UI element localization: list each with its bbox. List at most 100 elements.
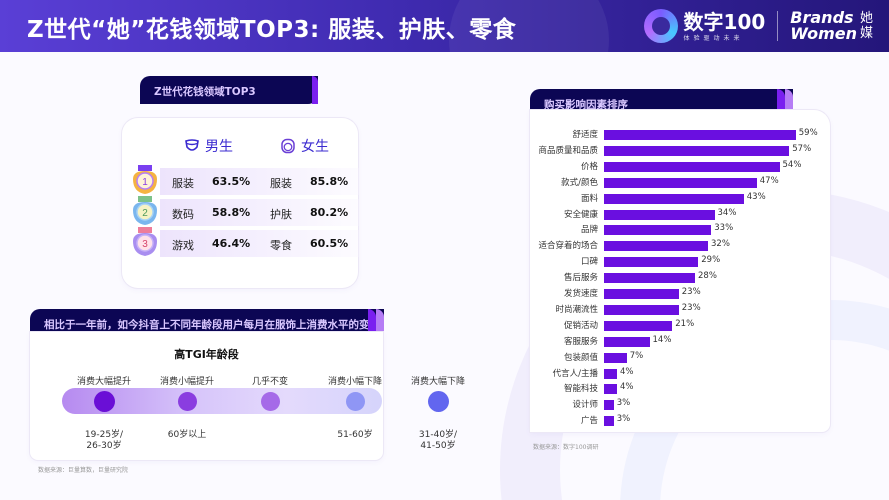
bar	[604, 177, 757, 188]
female-label: 女生	[301, 139, 329, 155]
bar-row: 代言人/主播 4%	[530, 366, 850, 379]
bar-category-label: 智能科技	[563, 384, 598, 395]
male-value: 63.5%	[212, 175, 251, 188]
tgi-level-label: 消费小幅下降	[327, 377, 382, 387]
bar-value-label: 3%	[616, 398, 631, 409]
male-value: 58.8%	[212, 206, 251, 219]
data-source-note: 数据来源：数字100调研	[533, 444, 599, 451]
top3-card: 男生 女生 1 服装 63.5% 服装 85.8% 2 数码 58.8%	[122, 118, 360, 288]
bar-category-label: 品牌	[580, 225, 598, 236]
top3-row: 1 服装 63.5% 服装 85.8%	[130, 165, 360, 195]
tgi-level-label: 消费小幅提升	[159, 377, 214, 387]
bar-value-label: 54%	[782, 159, 802, 170]
female-value: 60.5%	[310, 237, 349, 250]
shuzi100-logo-icon	[643, 9, 678, 43]
bar-category-label: 广告	[580, 416, 598, 427]
chart-title: 购买影响因素排序	[544, 99, 628, 111]
section-tag-label: Z世代花钱领域TOP3	[154, 86, 256, 98]
bar-category-label: 适合穿着的场合	[538, 241, 598, 252]
top3-row: 3 游戏 46.4% 零食 60.5%	[130, 227, 360, 257]
female-item: 零食	[270, 239, 292, 252]
brand-en-line1: Brands	[790, 8, 854, 27]
bar-value-label: 57%	[792, 143, 812, 154]
bar-row: 客服服务 14%	[530, 334, 850, 347]
female-value: 80.2%	[310, 206, 349, 219]
tgi-age-label: 51-60岁	[337, 430, 373, 440]
tgi-dot-unchanged	[260, 392, 280, 411]
rank-2-medal-icon: 2	[133, 196, 157, 225]
bar-row: 舒适度 59%	[530, 128, 850, 140]
bar-value-label: 14%	[652, 334, 672, 345]
male-header: 男生	[184, 136, 233, 156]
bar-value-label: 4%	[620, 366, 634, 377]
bar-value-label: 33%	[714, 223, 734, 234]
bar-value-label: 4%	[620, 382, 634, 393]
bar	[604, 225, 712, 236]
bar-value-label: 29%	[701, 255, 721, 266]
male-value: 46.4%	[212, 237, 251, 250]
bar-value-label: 3%	[616, 414, 631, 425]
bar-row: 广告 3%	[530, 414, 850, 427]
bar-row: 时尚潮流性 23%	[530, 303, 850, 315]
logo-sub-text: 体验驱动未来	[683, 34, 744, 42]
bar	[604, 289, 679, 299]
bar-row: 智能科技 4%	[530, 382, 850, 395]
bar-value-label: 21%	[675, 318, 695, 329]
tgi-level-label: 消费大幅下降	[410, 377, 465, 387]
male-face-icon	[185, 139, 199, 151]
bar-row: 品牌 33%	[530, 223, 850, 236]
bar-chart: 舒适度 59% 商品质量和品质 57% 价格 54% 款式/颜色 47% 面料 43% 安全健康 34…	[530, 110, 830, 432]
male-item: 服装	[172, 177, 194, 190]
bar	[604, 161, 780, 172]
svg-text:3: 3	[142, 239, 148, 250]
tgi-age-label: 31-40岁/ 41-50岁	[418, 430, 458, 451]
tgi-title: 高TGI年龄段	[174, 348, 239, 361]
tgi-dot-strong-decrease	[427, 391, 449, 412]
bar	[604, 304, 679, 315]
bar	[604, 257, 699, 268]
tgi-card: 高TGI年龄段 消费大幅提升 消费小幅提升 几乎不变 消费小幅下降 消费大幅下降…	[30, 332, 465, 460]
bar-category-label: 价格	[580, 161, 598, 172]
male-item: 数码	[172, 208, 194, 221]
bar-row: 面料 43%	[530, 192, 850, 204]
bar-row: 发货速度 23%	[530, 287, 850, 299]
bar-category-label: 舒适度	[572, 130, 598, 140]
bar-value-label: 28%	[698, 271, 717, 282]
bar-category-label: 时尚潮流性	[555, 304, 598, 315]
bar-category-label: 售后服务	[563, 273, 598, 284]
brand-cn-line2: 媒	[859, 26, 873, 41]
bar-category-label: 面料	[580, 193, 598, 204]
tgi-gradient-track	[62, 388, 382, 414]
tgi-dot-strong-increase	[93, 391, 115, 412]
logo-group: 数字100 体验驱动未来 Brands Women 她 媒	[643, 6, 873, 46]
bar-value-label: 59%	[798, 128, 818, 138]
bar	[604, 320, 673, 331]
bar-row: 适合穿着的场合 32%	[530, 239, 850, 252]
female-item: 护肤	[270, 208, 292, 221]
bar-category-label: 包装颜值	[563, 352, 598, 363]
bar-row: 促销活动 21%	[530, 318, 850, 331]
bar	[604, 273, 695, 284]
bar-row: 款式/颜色 47%	[530, 176, 850, 188]
logo-divider	[777, 11, 779, 41]
rank-3-medal-icon: 3	[133, 227, 157, 256]
bar-value-label: 7%	[629, 350, 644, 361]
logo-main-text: 数字100	[683, 9, 766, 34]
female-value: 85.8%	[310, 175, 349, 188]
brand-en-line2: Women	[790, 24, 857, 43]
svg-text:2: 2	[142, 208, 148, 219]
female-item: 服装	[270, 177, 292, 190]
female-face-icon	[281, 138, 295, 154]
bar-row: 安全健康 34%	[530, 207, 850, 220]
bar-row: 设计师 3%	[530, 398, 850, 411]
bar-value-label: 32%	[711, 239, 730, 250]
bar-row: 商品质量和品质 57%	[530, 143, 850, 156]
bar	[604, 416, 614, 427]
bar	[604, 384, 617, 395]
bar-value-label: 34%	[717, 207, 737, 218]
female-header: 女生	[280, 136, 329, 156]
tgi-level-label: 消费大幅提升	[76, 377, 131, 387]
tgi-level-label: 几乎不变	[251, 377, 288, 387]
tgi-age-label: 19-25岁/ 26-30岁	[84, 430, 124, 451]
data-source-note: 数据来源：巨量算数，巨量研究院	[38, 467, 129, 474]
